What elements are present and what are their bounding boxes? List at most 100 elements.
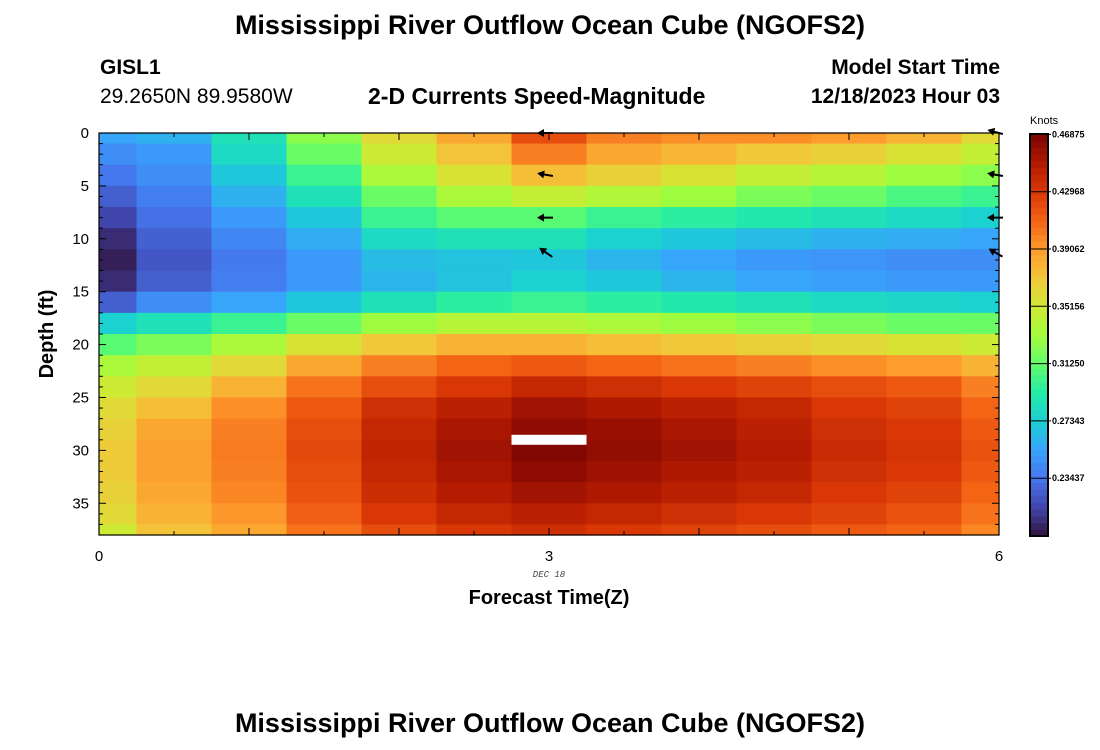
heatmap-cell xyxy=(286,355,363,377)
heatmap-cell xyxy=(511,503,588,526)
heatmap-cell xyxy=(436,291,513,314)
heatmap-cell xyxy=(99,312,138,335)
heatmap-cell xyxy=(586,355,663,377)
colorbar-band xyxy=(1030,167,1048,175)
heatmap-cell xyxy=(511,460,588,483)
heatmap-cell xyxy=(286,503,363,526)
heatmap-cell xyxy=(436,207,513,229)
colorbar-band xyxy=(1030,207,1048,215)
colorbar-tick-label: 0.31250 xyxy=(1052,359,1085,369)
heatmap-cell xyxy=(736,249,813,272)
model-start-value: 12/18/2023 Hour 03 xyxy=(810,85,1000,108)
heatmap-cell xyxy=(736,334,813,356)
heatmap-cell xyxy=(661,482,738,504)
heatmap-cell xyxy=(361,249,438,272)
heatmap-cell xyxy=(886,376,963,399)
heatmap-cell xyxy=(361,185,438,208)
heatmap-cell xyxy=(736,185,813,208)
x-tick-label: 6 xyxy=(995,548,1003,565)
heatmap-cell xyxy=(811,439,888,462)
heatmap-cell xyxy=(361,503,438,526)
heatmap-cell xyxy=(736,312,813,335)
colorbar-band xyxy=(1030,201,1048,209)
heatmap-cell xyxy=(811,291,888,314)
heatmap-cell xyxy=(211,376,288,399)
heatmap-cell xyxy=(586,312,663,335)
heatmap-cell xyxy=(136,143,213,166)
colorbar-band xyxy=(1030,348,1048,356)
current-arrow xyxy=(537,213,553,222)
heatmap-cell xyxy=(886,355,963,377)
heatmap-cell xyxy=(286,460,363,483)
heatmap-cell xyxy=(211,460,288,483)
heatmap-cell xyxy=(436,418,513,441)
chart-title: Mississippi River Outflow Ocean Cube (NG… xyxy=(234,10,866,40)
heatmap-cell xyxy=(586,185,663,208)
colorbar-band xyxy=(1030,134,1048,142)
heatmap-cell xyxy=(211,270,288,293)
heatmap-cell xyxy=(586,334,663,356)
heatmap-cell xyxy=(961,397,1000,420)
heatmap-cell xyxy=(961,133,1000,145)
heatmap-cell xyxy=(736,376,813,399)
heatmap-cell xyxy=(211,143,288,166)
station-coordinates: 29.2650N 89.9580W xyxy=(100,85,293,108)
heatmap-cell xyxy=(661,185,738,208)
heatmap-cell xyxy=(661,207,738,229)
heatmap-cell xyxy=(961,228,1000,250)
heatmap-cell xyxy=(286,270,363,293)
heatmap-cell xyxy=(511,291,588,314)
heatmap-cell xyxy=(811,397,888,420)
heatmap-cell xyxy=(99,291,138,314)
heatmap-cell xyxy=(361,312,438,335)
heatmap-cell xyxy=(136,503,213,526)
heatmap-cell xyxy=(586,133,663,145)
heatmap-cell xyxy=(586,460,663,483)
heatmap-cell xyxy=(961,334,1000,356)
heatmap-cell xyxy=(436,164,513,187)
heatmap-cell xyxy=(99,185,138,208)
heatmap-cell xyxy=(361,164,438,187)
colorbar-band xyxy=(1030,428,1048,437)
heatmap-cell xyxy=(586,418,663,441)
heatmap-cell xyxy=(961,503,1000,526)
heatmap-cell xyxy=(811,334,888,356)
heatmap-cell xyxy=(736,397,813,420)
colorbar-band xyxy=(1030,442,1048,450)
date-note: DEC 18 xyxy=(533,570,566,580)
heatmap-cell xyxy=(886,312,963,335)
heatmap-cell xyxy=(961,249,1000,272)
heatmap-cell xyxy=(661,143,738,166)
heatmap-cell xyxy=(886,460,963,483)
heatmap-cell xyxy=(211,355,288,377)
heatmap-cell xyxy=(586,228,663,250)
heatmap-cell xyxy=(586,503,663,526)
colorbar-band xyxy=(1030,522,1048,530)
colorbar-band xyxy=(1030,529,1048,537)
heatmap-cell xyxy=(211,397,288,420)
arrow-head xyxy=(537,170,545,179)
heatmap-cell xyxy=(436,185,513,208)
heatmap-cell xyxy=(736,460,813,483)
heatmap-cell xyxy=(286,249,363,272)
colorbar-band xyxy=(1030,314,1048,323)
heatmap-cell xyxy=(886,397,963,420)
heatmap-cell xyxy=(286,439,363,462)
heatmap-cell xyxy=(661,397,738,420)
heatmap-cell xyxy=(436,397,513,420)
heatmap-cell xyxy=(436,376,513,399)
heatmap-cell xyxy=(736,133,813,145)
heatmap-cell xyxy=(136,312,213,335)
heatmap-cell xyxy=(361,270,438,293)
heatmap-cell xyxy=(961,143,1000,166)
heatmap-cell xyxy=(99,133,138,145)
heatmap-cell xyxy=(99,439,138,462)
heatmap-cell xyxy=(886,143,963,166)
heatmap-cell xyxy=(811,355,888,377)
heatmap-cell xyxy=(99,249,138,272)
heatmap-cell xyxy=(136,376,213,399)
heatmap-cell xyxy=(211,291,288,314)
heatmap-cell xyxy=(511,270,588,293)
colorbar-band xyxy=(1030,160,1048,169)
heatmap-cells xyxy=(99,133,1000,536)
